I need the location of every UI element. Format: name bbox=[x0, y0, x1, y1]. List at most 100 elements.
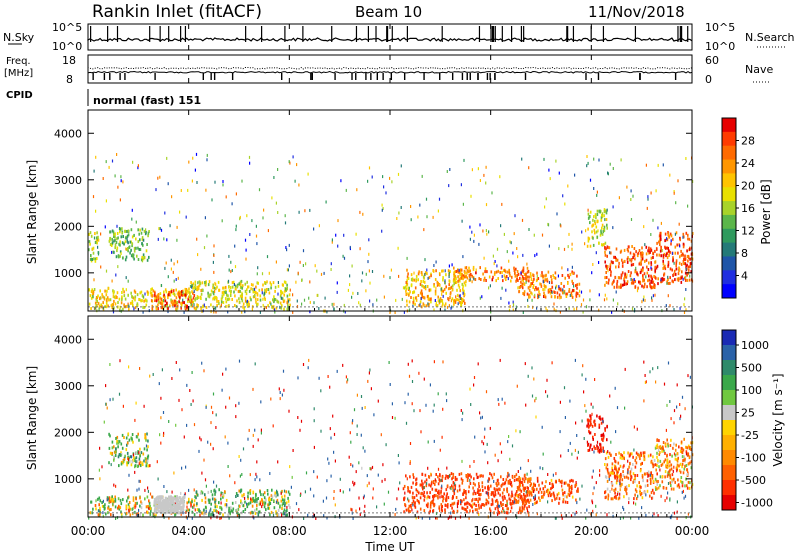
heatmap-cell bbox=[269, 301, 271, 305]
heatmap-cell bbox=[560, 514, 563, 518]
heatmap-cell bbox=[214, 180, 216, 184]
heatmap-cell bbox=[441, 475, 444, 479]
heatmap-cell bbox=[146, 448, 148, 452]
heatmap-cell bbox=[197, 287, 200, 291]
heatmap-cell bbox=[316, 475, 318, 479]
heatmap-cell bbox=[642, 266, 644, 270]
heatmap-cell bbox=[336, 369, 338, 373]
heatmap-cell bbox=[652, 479, 655, 483]
heatmap-cell bbox=[576, 283, 579, 287]
heatmap-cell bbox=[149, 291, 152, 295]
heatmap-cell bbox=[142, 305, 144, 309]
heatmap-cell bbox=[451, 477, 453, 481]
ground-scatter-cell bbox=[169, 505, 172, 509]
heatmap-cell bbox=[430, 297, 432, 301]
ground-scatter-cell bbox=[175, 506, 178, 510]
heatmap-cell bbox=[398, 211, 400, 215]
heatmap-cell bbox=[673, 269, 676, 273]
heatmap-cell bbox=[640, 255, 642, 259]
heatmap-cell bbox=[246, 505, 249, 509]
heatmap-cell bbox=[406, 303, 408, 307]
heatmap-cell bbox=[492, 491, 494, 495]
heatmap-cell bbox=[593, 157, 595, 161]
heatmap-cell bbox=[430, 274, 432, 278]
heatmap-cell bbox=[670, 467, 673, 471]
heatmap-cell bbox=[432, 497, 435, 501]
heatmap-cell bbox=[408, 510, 410, 514]
ground-scatter-cell bbox=[176, 495, 178, 499]
heatmap-cell bbox=[662, 163, 664, 167]
heatmap-cell bbox=[536, 476, 539, 480]
heatmap-cell bbox=[409, 504, 412, 508]
heatmap-cell bbox=[527, 298, 529, 302]
heatmap-cell bbox=[320, 272, 323, 276]
heatmap-cell bbox=[432, 269, 434, 272]
heatmap-cell bbox=[528, 293, 530, 297]
heatmap-cell bbox=[169, 293, 172, 297]
heatmap-cell bbox=[599, 469, 601, 473]
heatmap-cell bbox=[116, 232, 119, 235]
heatmap-cell bbox=[407, 486, 409, 489]
heatmap-cell bbox=[359, 303, 361, 307]
heatmap-cell bbox=[591, 230, 593, 234]
heatmap-cell bbox=[617, 461, 620, 465]
heatmap-cell bbox=[276, 498, 279, 502]
heatmap-cell bbox=[427, 440, 429, 444]
heatmap-cell bbox=[576, 292, 579, 296]
heatmap-cell bbox=[582, 364, 584, 368]
heatmap-cell bbox=[248, 502, 250, 506]
heatmap-cell bbox=[599, 473, 601, 477]
heatmap-cell bbox=[562, 291, 564, 295]
heatmap-cell bbox=[484, 450, 486, 454]
heatmap-cell bbox=[660, 237, 662, 241]
heatmap-cell bbox=[660, 221, 662, 225]
heatmap-cell bbox=[141, 299, 143, 303]
heatmap-cell bbox=[464, 266, 467, 270]
heatmap-cell bbox=[253, 287, 256, 291]
heatmap-cell bbox=[283, 499, 285, 503]
heatmap-cell bbox=[255, 300, 257, 304]
heatmap-cell bbox=[604, 250, 606, 254]
heatmap-cell bbox=[157, 293, 160, 296]
heatmap-cell bbox=[428, 275, 431, 279]
heatmap-cell bbox=[191, 285, 193, 289]
heatmap-cell bbox=[417, 272, 420, 276]
heatmap-cell bbox=[469, 277, 471, 281]
heatmap-cell bbox=[557, 274, 559, 278]
heatmap-cell bbox=[505, 288, 507, 292]
heatmap-cell bbox=[483, 503, 486, 507]
heatmap-cell bbox=[295, 502, 298, 506]
heatmap-cell bbox=[180, 301, 182, 305]
heatmap-cell bbox=[238, 504, 241, 508]
heatmap-cell bbox=[195, 152, 198, 156]
heatmap-cell bbox=[247, 495, 249, 499]
heatmap-cell bbox=[397, 246, 399, 250]
heatmap-cell bbox=[501, 495, 504, 499]
freq-tick-bottom: 8 bbox=[66, 73, 73, 86]
heatmap-cell bbox=[437, 496, 439, 500]
heatmap-cell bbox=[674, 251, 677, 255]
heatmap-cell bbox=[330, 474, 332, 478]
heatmap-cell bbox=[564, 481, 566, 485]
heatmap-cell bbox=[607, 450, 609, 454]
heatmap-cell bbox=[396, 217, 398, 220]
heatmap-cell bbox=[214, 295, 216, 299]
heatmap-cell bbox=[563, 247, 566, 251]
heatmap-cell bbox=[344, 310, 346, 314]
heatmap-cell bbox=[490, 473, 493, 477]
heatmap-cell bbox=[560, 282, 563, 285]
heatmap-cell bbox=[231, 510, 234, 514]
heatmap-cell bbox=[120, 179, 122, 183]
heatmap-cell bbox=[189, 299, 191, 303]
heatmap-cell bbox=[453, 492, 456, 496]
heatmap-cell bbox=[580, 290, 583, 294]
heatmap-cell bbox=[250, 287, 252, 291]
heatmap-cell bbox=[98, 509, 100, 513]
heatmap-cell bbox=[457, 499, 460, 503]
heatmap-cell bbox=[412, 499, 415, 503]
heatmap-cell bbox=[458, 484, 461, 488]
heatmap-cell bbox=[622, 465, 624, 469]
heatmap-cell bbox=[418, 270, 420, 274]
heatmap-cell bbox=[249, 161, 251, 165]
heatmap-cell bbox=[354, 481, 356, 485]
